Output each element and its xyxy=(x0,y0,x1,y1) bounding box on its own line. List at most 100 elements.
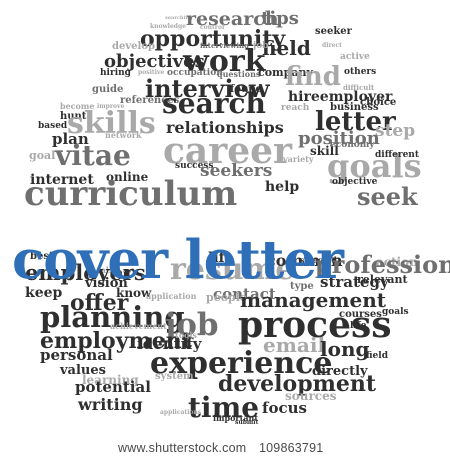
cloud-word-hireemployer-29: hireemployer xyxy=(288,89,393,105)
cloud-word-focus-105: focus xyxy=(262,399,307,417)
cloud-word-life-61: life xyxy=(208,250,234,266)
cloud-word-based-38: based xyxy=(38,121,68,131)
watermark-footer: www.shutterstock.com 109863791 xyxy=(0,436,450,459)
cloud-word-common-68: common xyxy=(266,251,343,270)
cloud-word-sources-104: sources xyxy=(285,389,337,403)
cloud-word-writing-102: writing xyxy=(78,395,143,414)
cloud-word-planning-81: planning xyxy=(40,300,185,334)
cloud-word-achievement-88: achievement xyxy=(110,321,167,331)
cloud-word-research-2: research xyxy=(186,8,279,30)
cloud-word-variety-55: variety xyxy=(283,154,314,164)
cloud-word-interview-24: interview xyxy=(145,74,270,103)
cloud-word-economy-50: economy xyxy=(330,140,375,150)
cloud-word-employment-86: employment xyxy=(40,328,192,354)
headline-cover-letter: cover letter xyxy=(12,229,344,291)
cloud-word-direct-12: direct xyxy=(322,42,342,49)
cloud-word-seek-59: seek xyxy=(357,182,418,211)
cloud-word-company-20: company xyxy=(258,66,313,79)
cloud-word-guide-23: guide xyxy=(92,84,124,95)
cloud-word-goals-85: goals xyxy=(382,307,409,317)
cloud-word-submit-108: submit xyxy=(235,419,259,426)
cloud-word-skills-36: skills xyxy=(67,106,156,141)
cloud-word-people-79: people xyxy=(206,291,247,304)
cloud-word-professional-69: professional xyxy=(315,250,450,279)
cloud-word-selected-62: selected xyxy=(300,255,337,265)
cloud-word-know-71: know xyxy=(116,286,152,300)
cloud-word-curriculum-57: curriculum xyxy=(24,174,238,214)
cloud-word-learning-98: learning xyxy=(82,373,139,387)
cloud-word-seeker-6: seeker xyxy=(315,26,352,37)
cloud-word-seekers-54: seekers xyxy=(200,161,273,181)
cloud-word-different-49: different xyxy=(375,150,419,160)
cloud-word-tools-87: tools xyxy=(175,330,197,340)
cloud-word-control-5: control xyxy=(200,24,225,31)
cloud-word-knowledge-4: knowledge xyxy=(150,23,186,30)
cloud-word-time-103: time xyxy=(188,391,260,424)
cloud-word-career-43: career xyxy=(163,130,292,172)
cloud-word-become-30: become xyxy=(60,101,95,111)
cloud-word-job-11: job xyxy=(253,41,269,51)
cloud-word-opportunity-7: opportunity xyxy=(140,26,286,52)
cloud-word-email-91: email xyxy=(263,333,326,357)
cloud-word-goals-48: goals xyxy=(327,147,422,185)
cloud-word-important-107: important xyxy=(213,413,259,423)
cloud-word-skill-47: skill xyxy=(310,144,339,158)
cloud-word-letter-37: letter xyxy=(315,107,396,137)
cloud-word-hunt-35: hunt xyxy=(60,111,87,122)
cloud-word-goal-45: goal xyxy=(29,149,56,162)
cloud-word-development-101: development xyxy=(218,371,377,397)
cloud-word-position-44: position xyxy=(298,128,380,149)
cloud-word-interviewing-10: interviewing xyxy=(200,41,249,50)
cloud-word-occupation-18: occupation xyxy=(167,68,223,78)
cloud-word-objectives-13: objectives xyxy=(104,51,205,72)
cloud-word-others-22: others xyxy=(344,67,377,77)
cloud-word-relevant-70: relevant xyxy=(357,273,408,286)
cloud-word-found-25: found xyxy=(230,84,263,95)
cloud-word-applications-106: applications xyxy=(160,409,202,416)
cloud-word-searching-1: searching xyxy=(165,15,193,21)
cloud-word-values-96: values xyxy=(60,363,106,378)
cloud-word-type-75: type xyxy=(290,281,314,292)
cloud-word-resume-67: resume xyxy=(170,252,295,287)
cloud-word-difficult-26: difficult xyxy=(343,83,375,92)
cloud-word-active-15: active xyxy=(340,52,370,62)
cloud-word-identify-90: identify xyxy=(137,335,202,353)
cloud-word-develop-9: develop xyxy=(112,41,155,52)
cloud-word-questions-19: questions xyxy=(217,69,261,79)
cloud-word-employers-66: employers xyxy=(25,260,146,285)
cloud-word-internet-51: internet xyxy=(30,172,94,188)
image-id: 109863791 xyxy=(259,441,324,455)
cloud-word-business-33: business xyxy=(330,102,379,113)
cloud-word-objective-56: objective xyxy=(332,177,378,187)
cloud-word-vitae-46: vitae xyxy=(55,139,131,172)
cloud-word-job-82: job xyxy=(165,307,219,343)
cloud-word-system-100: system xyxy=(155,371,194,382)
cloud-word-choice-34: choice xyxy=(360,97,397,108)
cloud-word-directly-97: directly xyxy=(312,364,368,379)
cloud-word-plan-41: plan xyxy=(52,130,89,148)
cloud-word-personal-93: personal xyxy=(40,346,113,364)
cloud-word-action-63: action xyxy=(376,255,418,269)
cloud-word-online-52: online xyxy=(106,170,149,184)
cloud-word-best-60: best xyxy=(30,251,54,262)
cloud-word-positive-17: positive xyxy=(138,69,165,76)
cloud-word-success-53: success xyxy=(175,161,214,171)
cloud-word-help-58: help xyxy=(265,179,300,195)
stock-site: www.shutterstock.com xyxy=(118,441,247,455)
word-cloud-circle: cover letter searching research tips knowled… xyxy=(12,8,450,426)
cloud-word-reach-32: reach xyxy=(281,103,310,113)
cloud-word-find-21: find xyxy=(285,62,341,92)
cloud-word-application-78: application xyxy=(146,291,197,301)
cloud-word-strategy-76: strategy xyxy=(320,273,389,291)
cloud-word-contact-72: contact xyxy=(213,285,276,303)
cloud-word-process-83: process xyxy=(238,304,392,346)
cloud-word-suit-65: suit xyxy=(110,269,132,280)
cloud-word-long-92: long xyxy=(320,337,370,361)
cloud-word-improve-31: improve xyxy=(97,103,125,110)
cloud-word-management-80: management xyxy=(240,288,386,312)
cloud-word-keep-73: keep xyxy=(25,285,63,301)
cloud-word-life-89: life xyxy=(350,321,367,331)
cloud-word-step-40: step xyxy=(375,121,416,141)
cloud-word-potential-99: potential xyxy=(75,378,151,396)
cloud-word-experience-94: experience xyxy=(150,346,333,381)
